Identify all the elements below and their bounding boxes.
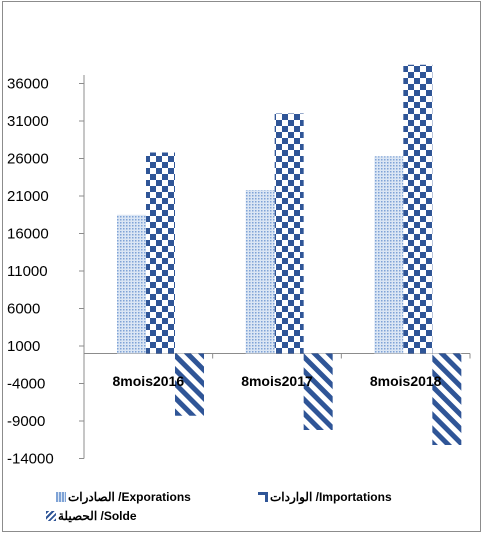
legend-label-balance: الحصيلة /Solde [58,509,137,523]
legend-swatch-exports [56,492,66,502]
y-tick-label: 1000 [7,338,40,355]
bar-imports [403,64,433,354]
legend-item-imports: الواردات /Importations [258,490,392,504]
category-label: 8mois2016 [113,373,185,389]
bars [117,64,462,445]
category-label: 8mois2017 [241,373,313,389]
category-label: 8mois2018 [370,373,442,389]
y-tick-label: 21000 [7,188,49,205]
bar-balance [303,353,333,430]
legend-item-exports: الصادرات /Exporations [56,490,191,504]
y-tick-label: -4000 [7,376,45,393]
bar-imports [146,152,175,354]
bar-exports [374,156,404,354]
bar-balance [432,353,462,445]
y-tick-label: 11000 [7,263,48,280]
y-tick-label: 36000 [7,76,49,93]
category-labels: 8mois2016 8mois2017 8mois2018 [113,373,442,389]
y-tick-label: 16000 [7,226,49,243]
legend-item-balance: الحصيلة /Solde [46,509,137,523]
y-tick-label: 26000 [7,151,49,168]
legend-swatch-balance [46,511,56,521]
bar-imports [274,113,304,354]
legend-label-imports: الواردات /Importations [270,490,392,504]
bar-exports [245,190,275,354]
bar-exports [117,214,146,354]
y-tick-label: 6000 [7,301,40,318]
y-tick-label: -14000 [7,451,54,468]
y-tick-label: -9000 [7,413,45,430]
legend-label-exports: الصادرات /Exporations [68,490,191,504]
legend-swatch-imports [258,492,268,502]
axes: 36000 31000 26000 21000 16000 11000 6000 1000 -4… [7,75,471,468]
bar-balance [175,353,204,416]
y-tick-label: 31000 [7,113,49,130]
